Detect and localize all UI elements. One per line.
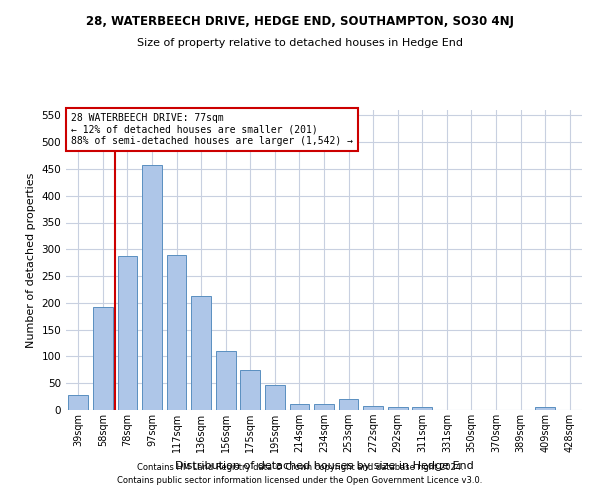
Bar — [412, 408, 432, 410]
Bar — [167, 254, 187, 410]
Text: 28 WATERBEECH DRIVE: 77sqm
← 12% of detached houses are smaller (201)
88% of sem: 28 WATERBEECH DRIVE: 77sqm ← 12% of deta… — [71, 113, 353, 146]
Bar — [364, 406, 383, 410]
Text: Size of property relative to detached houses in Hedge End: Size of property relative to detached ho… — [137, 38, 463, 48]
Bar — [191, 296, 211, 410]
X-axis label: Distribution of detached houses by size in Hedge End: Distribution of detached houses by size … — [175, 460, 473, 470]
Bar — [314, 404, 334, 410]
Bar — [142, 164, 162, 410]
Bar — [93, 307, 113, 410]
Bar — [118, 256, 137, 410]
Bar — [265, 386, 284, 410]
Bar — [68, 395, 88, 410]
Bar — [388, 407, 407, 410]
Text: 28, WATERBEECH DRIVE, HEDGE END, SOUTHAMPTON, SO30 4NJ: 28, WATERBEECH DRIVE, HEDGE END, SOUTHAM… — [86, 15, 514, 28]
Bar — [535, 408, 555, 410]
Bar — [339, 400, 358, 410]
Bar — [290, 404, 309, 410]
Y-axis label: Number of detached properties: Number of detached properties — [26, 172, 36, 348]
Bar — [216, 351, 236, 410]
Bar — [241, 370, 260, 410]
Text: Contains HM Land Registry data © Crown copyright and database right 2024.: Contains HM Land Registry data © Crown c… — [137, 462, 463, 471]
Text: Contains public sector information licensed under the Open Government Licence v3: Contains public sector information licen… — [118, 476, 482, 485]
